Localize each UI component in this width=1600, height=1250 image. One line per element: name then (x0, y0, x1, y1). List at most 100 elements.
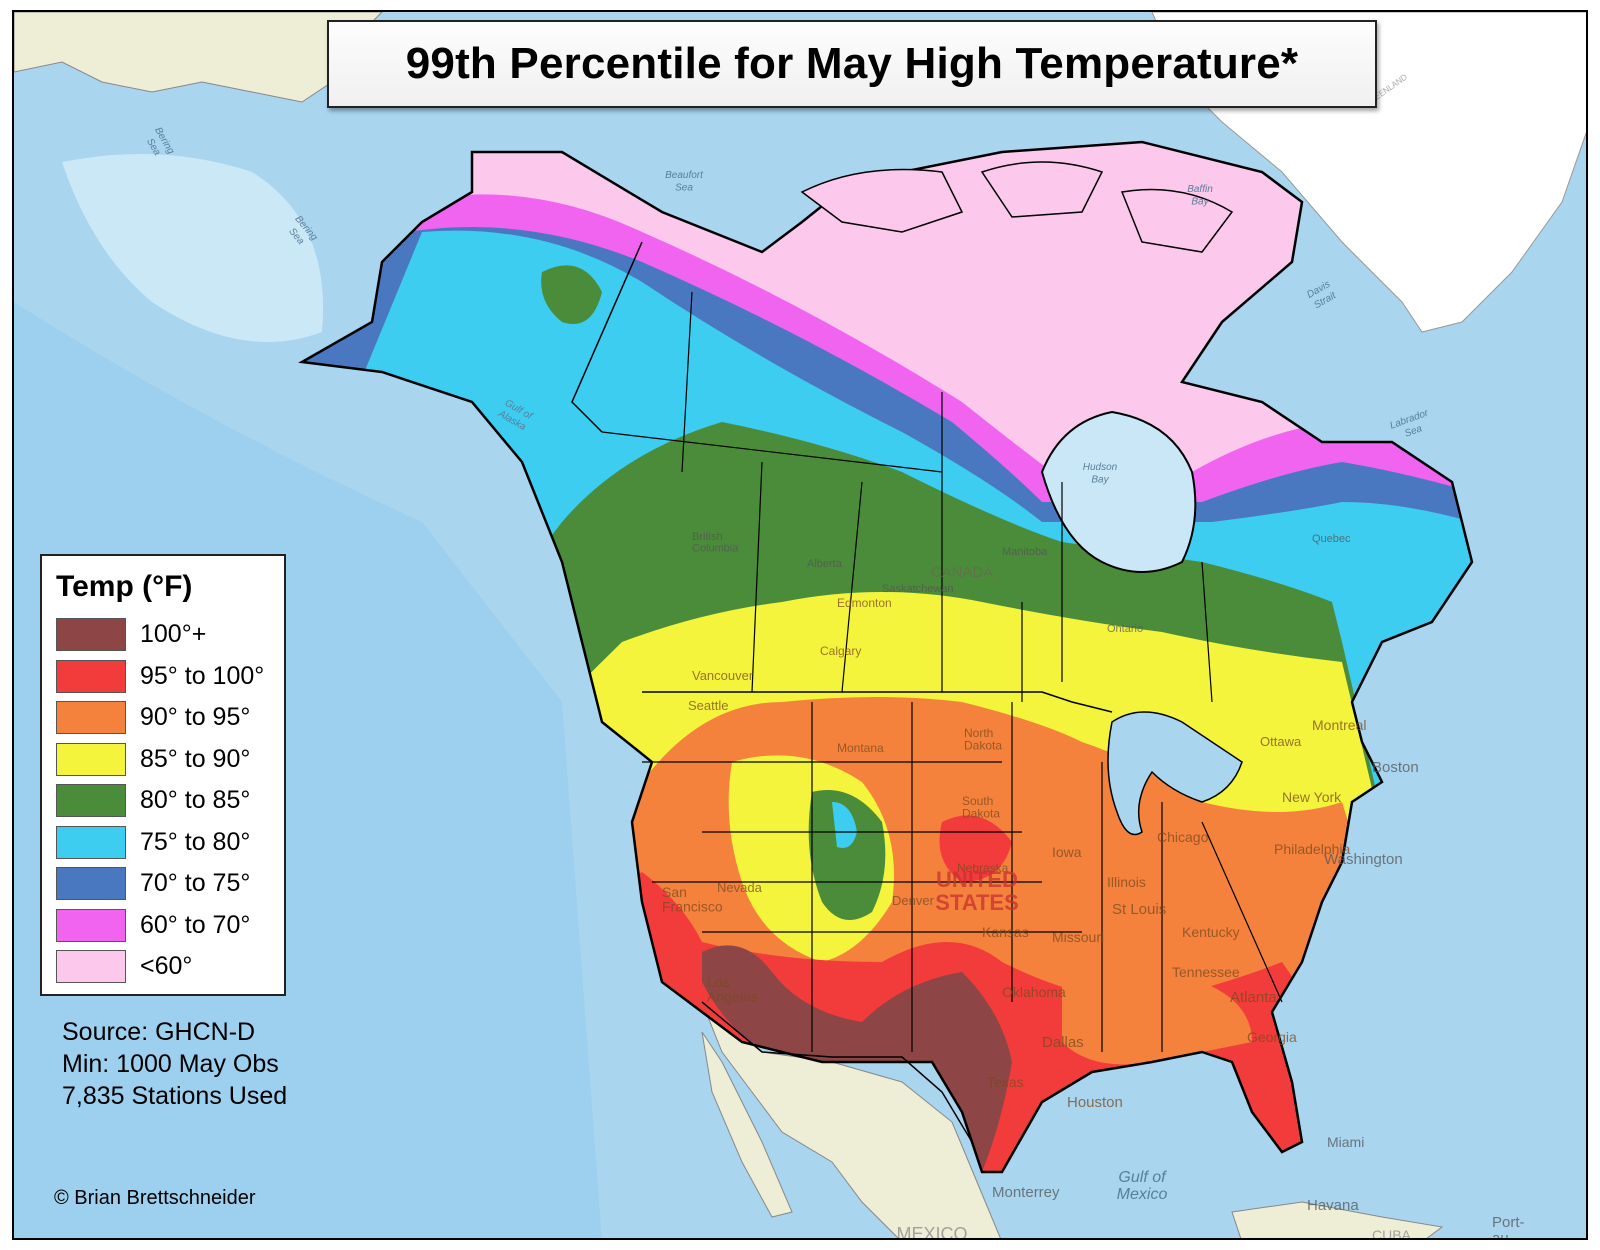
label-texas: Texas (987, 1074, 1024, 1090)
label-ottawa: Ottawa (1260, 734, 1302, 749)
legend-item: 85° to 90° (56, 739, 284, 781)
label-calgary: Calgary (820, 644, 861, 658)
label-houston: Houston (1067, 1094, 1123, 1111)
label-seattle: Seattle (688, 698, 728, 713)
us-mexico-border (701, 1001, 973, 1143)
ocean-deep-band (14, 302, 602, 1238)
label-quebec: Quebec (1312, 533, 1351, 545)
legend-item: 95° to 100° (56, 656, 284, 698)
label-san-francisco: San Francisco (662, 884, 723, 915)
label-philadelphia: Philadelphia (1274, 841, 1350, 857)
mexico-landmass (701, 1001, 1001, 1238)
legend-label: <60° (140, 952, 193, 981)
label-kansas: Kansas (982, 924, 1029, 940)
label-saskatchewan: Saskatchewan (882, 583, 954, 595)
legend-label: 75° to 80° (140, 827, 251, 856)
water-label-baffin-bay: Baffin Bay (1187, 184, 1213, 208)
legend-item: 70° to 75° (56, 863, 284, 905)
legend-item: 60° to 70° (56, 905, 284, 947)
water-label-beaufort-sea: Beaufort Sea (665, 170, 704, 194)
label-vancouver: Vancouver (692, 668, 754, 683)
legend-label: 60° to 70° (140, 910, 251, 939)
label-alberta: Alberta (807, 558, 843, 570)
stations-line: 7,835 Stations Used (62, 1082, 288, 1110)
label-canada: CANADA (931, 564, 994, 581)
label-ontario: Ontario (1107, 623, 1143, 635)
water-label-hudson-bay: Hudson Bay (1083, 462, 1118, 486)
label-missouri: Missouri (1052, 929, 1104, 945)
legend-label: 90° to 95° (140, 703, 251, 732)
north-america-coastline (298, 140, 1474, 1174)
label-cuba: CUBA (1372, 1227, 1412, 1240)
zone-75-80-rockies (832, 802, 857, 848)
legend-item: 80° to 85° (56, 780, 284, 822)
legend-swatch (56, 742, 126, 776)
label-nevada: Nevada (717, 880, 763, 895)
legend-title: Temp (°F) (56, 570, 193, 603)
zone-90-95-southeast (1062, 962, 1252, 1065)
legend-item: 90° to 95° (56, 697, 284, 739)
copyright-credit: © Brian Brettschneider (54, 1187, 256, 1209)
legend-item: <60° (56, 946, 284, 988)
source-line: Source: GHCN-D (62, 1018, 256, 1046)
legend-swatch (56, 784, 126, 818)
map-title: 99th Percentile for May High Temperature… (405, 39, 1299, 88)
legend-swatch (56, 659, 126, 693)
baja-peninsula (701, 1031, 793, 1218)
cuba-landmass (1231, 1201, 1444, 1238)
bering-shelf (62, 154, 324, 342)
legend-swatch (56, 701, 126, 735)
min-obs-line: Min: 1000 May Obs (62, 1050, 279, 1078)
label-south-dakota: South Dakota (962, 794, 1000, 821)
label-boston: Boston (1372, 759, 1419, 776)
state-province-borders (601, 291, 1283, 1052)
alaska-border (571, 241, 643, 433)
legend-swatch (56, 867, 126, 901)
map-canvas: BeringSea BeringSea Beaufort Sea Gulf ofA… (14, 12, 1586, 1240)
label-dallas: Dallas (1042, 1034, 1084, 1051)
label-manitoba: Manitoba (1002, 546, 1048, 558)
legend-item: 100°+ (56, 614, 284, 656)
legend-label: 80° to 85° (140, 786, 251, 815)
hudson-bay (1040, 410, 1197, 573)
label-miami: Miami (1327, 1134, 1364, 1150)
label-montreal: Montreal (1312, 717, 1366, 733)
label-montana: Montana (837, 741, 884, 755)
label-havana: Havana (1307, 1197, 1359, 1214)
label-georgia: Georgia (1247, 1029, 1297, 1045)
legend-swatch (56, 908, 126, 942)
place-labels: CANADA UNITED STATES GREENLAND MEXICO CUB… (662, 73, 1525, 1240)
legend: Temp (°F) 100°+ 95° to 100° 90° to 95° 85° … (40, 554, 286, 996)
label-chicago: Chicago (1157, 829, 1209, 845)
water-label-gulf-of-mexico: Gulf of Mexico (1117, 1169, 1168, 1203)
legend-label: 70° to 75° (140, 869, 251, 898)
label-st-louis: St Louis (1112, 901, 1166, 918)
legend-swatch (56, 618, 126, 652)
label-north-dakota: North Dakota (964, 726, 1002, 753)
map-frame: BeringSea BeringSea Beaufort Sea Gulf ofA… (12, 10, 1588, 1240)
zone-80-85-rockies (808, 790, 886, 920)
label-mexico: MEXICO (896, 1224, 967, 1240)
legend-label: 95° to 100° (140, 661, 265, 690)
legend-swatch (56, 950, 126, 984)
label-atlanta: Atlanta (1230, 989, 1277, 1006)
label-new-york: New York (1282, 789, 1342, 805)
label-tennessee: Tennessee (1172, 964, 1240, 980)
great-lakes (1107, 711, 1243, 836)
source-note: Source: GHCN-D Min: 1000 May Obs 7,835 S… (62, 1016, 287, 1112)
label-oklahoma: Oklahoma (1002, 984, 1066, 1000)
map-title-box: 99th Percentile for May High Temperature… (327, 20, 1377, 108)
label-kentucky: Kentucky (1182, 924, 1240, 940)
legend-item: 75° to 80° (56, 822, 284, 864)
label-illinois: Illinois (1107, 874, 1146, 890)
legend-items: 100°+ 95° to 100° 90° to 95° 85° to 90° 80° … (56, 614, 284, 988)
zone-80-85-alaska-blob (541, 265, 602, 324)
label-british-columbia: British Columbia (692, 531, 739, 555)
label-washington: Washington (1324, 851, 1403, 868)
label-edmonton: Edmonton (837, 596, 892, 610)
label-nebraska: Nebraska (957, 861, 1009, 875)
label-monterrey: Monterrey (992, 1184, 1060, 1201)
legend-swatch (56, 825, 126, 859)
arctic-islands (800, 161, 1234, 253)
label-denver: Denver (892, 893, 935, 908)
